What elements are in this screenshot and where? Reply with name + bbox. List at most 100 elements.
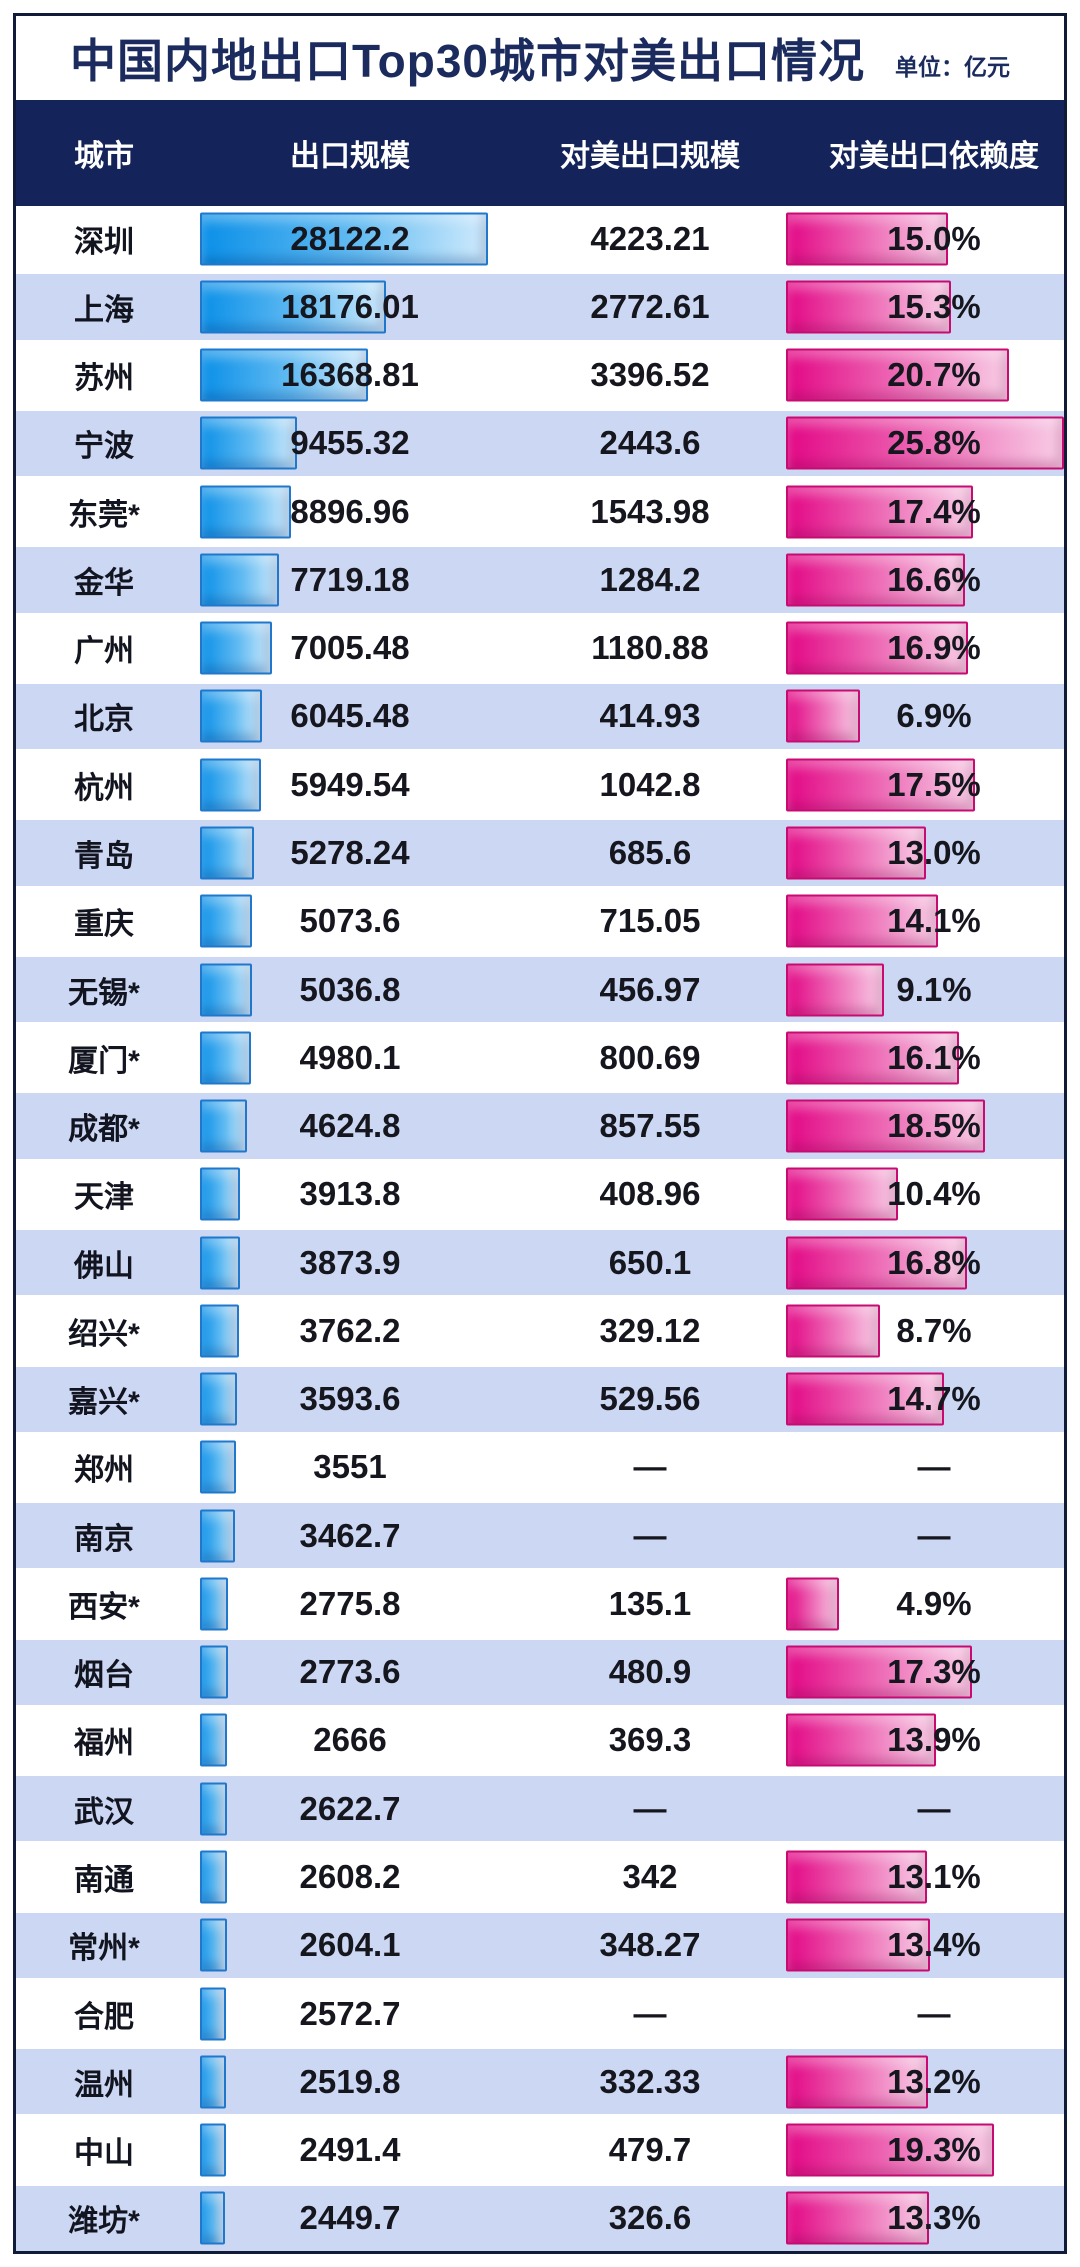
dependency-value: 16.8% xyxy=(887,1243,981,1281)
export-value: 3762.2 xyxy=(299,1311,401,1349)
export-value: 2666 xyxy=(313,1721,387,1759)
table-row: 南京 3462.7 — — xyxy=(16,1500,1064,1569)
header-us-export-scale: 对美出口规模 xyxy=(560,140,740,173)
city-label: 宁波 xyxy=(74,430,134,464)
table-row: 郑州 3551 — — xyxy=(16,1431,1064,1501)
export-value: 2604.1 xyxy=(299,1926,401,1964)
export-value: 4980.1 xyxy=(299,1038,401,1076)
export-bar xyxy=(200,553,280,607)
dependency-bar xyxy=(786,2123,994,2177)
us-export-value: 800.69 xyxy=(599,1038,701,1076)
city-label: 郑州 xyxy=(74,1454,134,1488)
table-row: 西安* 2775.8 135.1 4.9% xyxy=(16,1568,1064,1637)
dependency-bar xyxy=(786,416,1064,470)
city-label: 西安* xyxy=(68,1590,140,1624)
export-bar xyxy=(200,826,255,880)
table-row: 宁波 9455.32 2443.6 25.8% xyxy=(16,407,1064,477)
city-label: 东莞* xyxy=(68,498,140,532)
dependency-bar xyxy=(786,1577,839,1631)
dependency-bar xyxy=(786,1645,973,1699)
export-bar xyxy=(200,1440,237,1494)
table-row: 上海 18176.01 2772.61 15.3% xyxy=(16,271,1064,340)
dependency-bar xyxy=(786,1304,880,1358)
dependency-value: — xyxy=(917,1994,951,2032)
dependency-bar xyxy=(786,1850,928,1904)
city-label: 南京 xyxy=(74,1522,134,1556)
dependency-value: 10.4% xyxy=(887,1175,981,1213)
dependency-bar xyxy=(786,1031,960,1085)
export-bar xyxy=(200,2055,226,2109)
table-row: 常州* 2604.1 348.27 13.4% xyxy=(16,1909,1064,1978)
export-bar xyxy=(200,1372,237,1426)
us-export-value: 414.93 xyxy=(599,697,701,735)
table-row: 广州 7005.48 1180.88 16.9% xyxy=(16,612,1064,681)
dependency-value: — xyxy=(917,1516,951,1554)
table-row: 佛山 3873.9 650.1 16.8% xyxy=(16,1226,1064,1296)
dependency-value: 16.6% xyxy=(887,560,981,598)
us-export-value: 4223.21 xyxy=(590,219,710,257)
city-label: 苏州 xyxy=(74,362,134,396)
dependency-value: 14.1% xyxy=(887,902,981,940)
city-label: 厦门* xyxy=(68,1044,140,1078)
dependency-value: 14.7% xyxy=(887,1380,981,1418)
export-value: 5949.54 xyxy=(290,765,410,803)
table-row: 杭州 5949.54 1042.8 17.5% xyxy=(16,749,1064,818)
export-value: 4624.8 xyxy=(299,1107,401,1145)
export-value: 6045.48 xyxy=(290,697,410,735)
export-bar xyxy=(200,2191,226,2245)
us-export-value: — xyxy=(633,1516,667,1554)
city-label: 嘉兴* xyxy=(68,1386,140,1420)
city-label: 烟台 xyxy=(74,1659,134,1693)
export-value: 3462.7 xyxy=(299,1516,401,1554)
city-label: 无锡* xyxy=(68,976,140,1010)
dependency-bar xyxy=(786,1167,899,1221)
city-label: 常州* xyxy=(68,1932,140,1966)
export-bar xyxy=(200,1987,227,2041)
export-bar xyxy=(200,212,488,266)
us-export-value: 2772.61 xyxy=(590,287,710,325)
export-bar xyxy=(200,1782,227,1836)
city-label: 广州 xyxy=(74,635,134,669)
us-export-value: 348.27 xyxy=(599,1926,701,1964)
table-row: 绍兴* 3762.2 329.12 8.7% xyxy=(16,1295,1064,1364)
dependency-value: 20.7% xyxy=(887,356,981,394)
dependency-bar xyxy=(786,1918,931,1972)
export-bar xyxy=(200,689,262,743)
table-row: 潍坊* 2449.7 326.6 13.3% xyxy=(16,2182,1064,2251)
us-export-value: 135.1 xyxy=(608,1584,692,1622)
table-row: 无锡* 5036.8 456.97 9.1% xyxy=(16,953,1064,1023)
us-export-value: 408.96 xyxy=(599,1175,701,1213)
dependency-value: 16.1% xyxy=(887,1038,981,1076)
table-row: 烟台 2773.6 480.9 17.3% xyxy=(16,1636,1064,1705)
dependency-value: 4.9% xyxy=(896,1584,972,1622)
table-row: 深圳 28122.2 4223.21 15.0% xyxy=(16,206,1064,272)
export-value: 2519.8 xyxy=(299,2062,401,2100)
us-export-value: 1543.98 xyxy=(590,492,710,530)
export-value: 7005.48 xyxy=(290,629,410,667)
us-export-value: 857.55 xyxy=(599,1107,701,1145)
us-export-value: 1180.88 xyxy=(591,629,709,667)
export-value: 3551 xyxy=(313,1448,387,1486)
export-value: 7719.18 xyxy=(290,560,410,598)
export-bar xyxy=(200,1236,240,1290)
us-export-value: 369.3 xyxy=(608,1721,692,1759)
table-row: 天津 3913.8 408.96 10.4% xyxy=(16,1158,1064,1227)
export-bar xyxy=(200,1031,251,1085)
export-bar xyxy=(200,1645,229,1699)
dependency-bar xyxy=(786,2191,930,2245)
export-bar xyxy=(200,1167,241,1221)
dependency-value: 19.3% xyxy=(887,2131,981,2169)
export-value: 2622.7 xyxy=(299,1789,401,1827)
table-row: 南通 2608.2 342 13.1% xyxy=(16,1841,1064,1910)
export-value: 3593.6 xyxy=(299,1380,401,1418)
dependency-bar xyxy=(786,826,927,880)
dependency-bar xyxy=(786,348,1010,402)
us-export-value: 1042.8 xyxy=(599,765,701,803)
export-bar xyxy=(200,1509,236,1563)
export-value: 2608.2 xyxy=(299,1858,401,1895)
us-export-value: 456.97 xyxy=(599,970,701,1008)
table-row: 福州 2666 369.3 13.9% xyxy=(16,1704,1064,1774)
table-row: 成都* 4624.8 857.55 18.5% xyxy=(16,1090,1064,1159)
unit-label: 单位：亿元 xyxy=(895,54,1011,80)
